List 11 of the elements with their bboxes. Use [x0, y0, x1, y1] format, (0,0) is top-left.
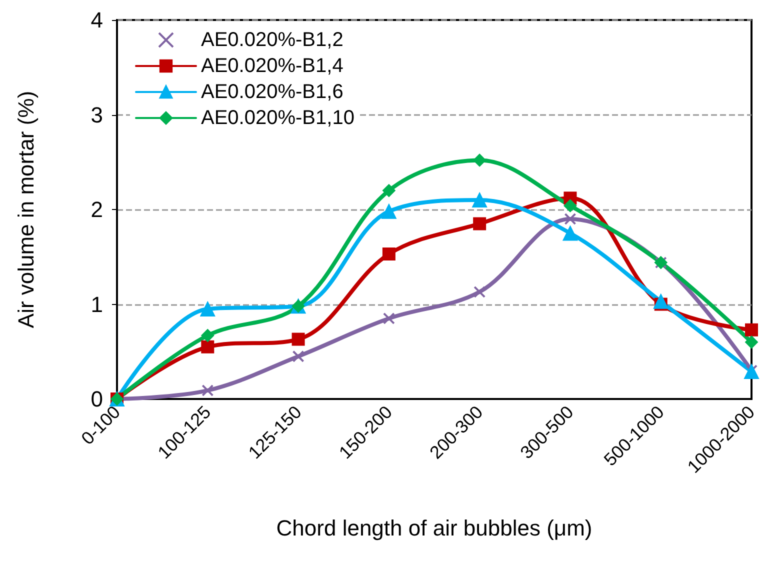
y-tick-label: 0 [90, 386, 103, 412]
x-axis-title: Chord length of air bubbles (μm) [276, 516, 592, 540]
legend-label: AE0.020%-B1,6 [201, 81, 344, 103]
y-tick-label: 2 [90, 197, 103, 222]
y-axis-title: Air volume in mortar (%) [14, 90, 38, 328]
y-tick-label: 3 [90, 102, 103, 128]
legend-label: AE0.020%-B1,4 [201, 55, 344, 77]
legend-label: AE0.020%-B1,2 [201, 29, 344, 51]
y-tick-label: 4 [90, 8, 103, 32]
y-tick-label: 1 [90, 292, 103, 317]
legend-label: AE0.020%-B1,10 [201, 107, 354, 129]
